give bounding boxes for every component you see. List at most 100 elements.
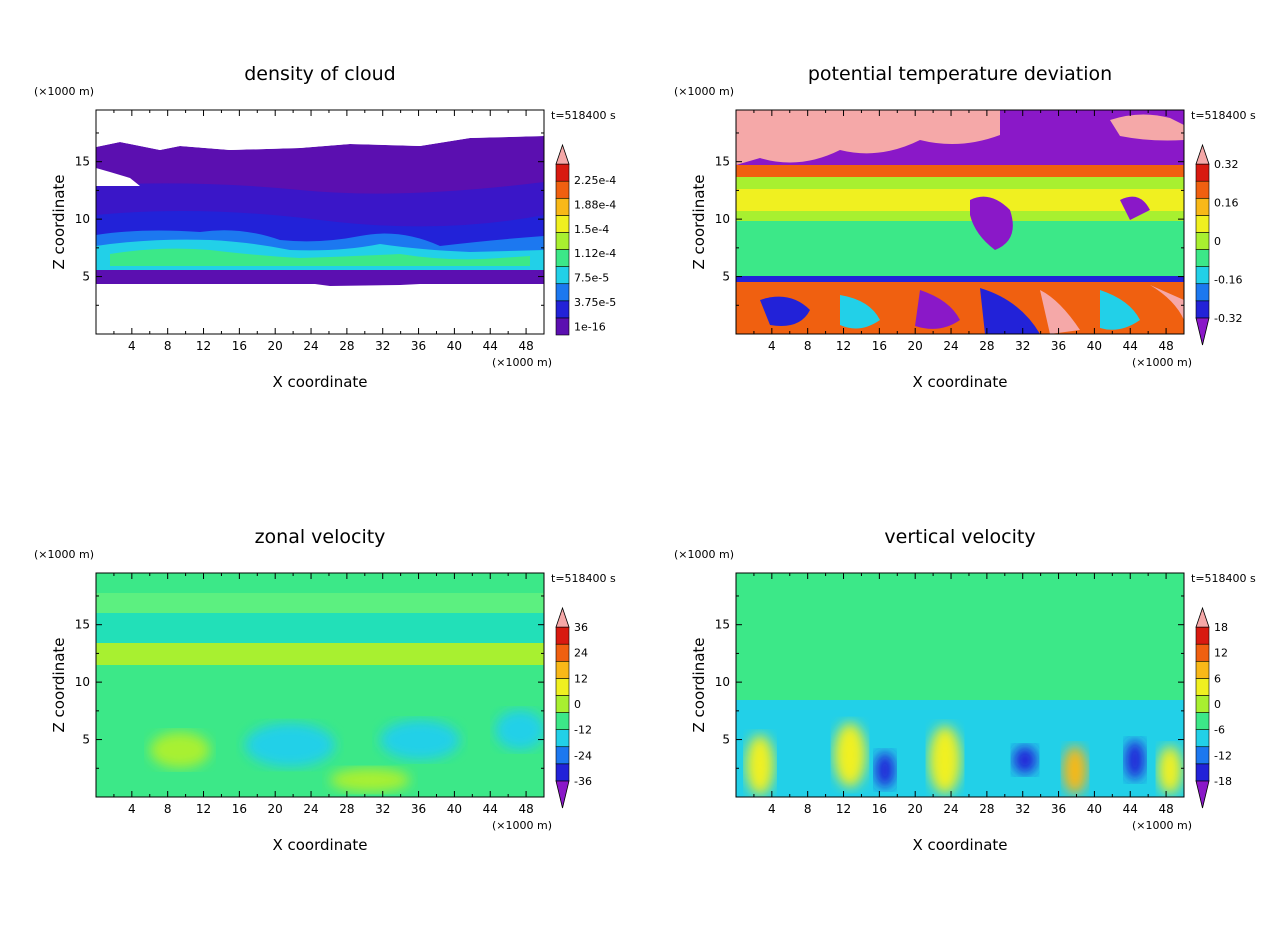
x-tick-label: 44 [483,802,498,816]
colorbar-bottom-arrow [1195,780,1210,809]
x-axis-title: X coordinate [912,836,1007,854]
y-tick-label: 10 [75,212,90,226]
panel-3-axes: vertical velocity (×1000 m) t=518400 s (×10… [674,526,1256,854]
y-unit-label: (×1000 m) [674,85,734,98]
panel-1-axes: potential temperature deviation (×1000 m)… [674,63,1256,391]
y-unit-label: (×1000 m) [34,85,94,98]
colorbar-segment [1195,695,1210,713]
x-tick-label: 44 [1123,339,1138,353]
x-tick-label: 16 [232,339,247,353]
colorbar-label: -36 [574,775,592,788]
colorbar-label: 3.75e-5 [574,296,616,309]
x-unit-label: (×1000 m) [1132,819,1192,832]
colorbar-segment [1195,678,1210,696]
x-tick-label: 40 [1087,339,1102,353]
colorbar-segment [1195,626,1210,645]
x-tick-label: 8 [804,339,812,353]
colorbar-top-arrow [1195,143,1210,165]
colorbar-label: 2.25e-4 [574,174,616,187]
y-axis-title: Z coordinate [690,637,708,732]
x-unit-label: (×1000 m) [492,819,552,832]
y-unit-label: (×1000 m) [34,548,94,561]
colorbar-segment [1195,300,1210,319]
colorbar: 1e-16 3.75e-5 7.5e-5 1.12e-4 1.5e-4 1.88e-4 2.… [555,143,616,336]
time-label: t=518400 s [1191,572,1256,585]
x-tick-label: 12 [196,802,211,816]
x-tick-label: 24 [943,802,958,816]
colorbar-segment [1195,197,1210,216]
y-axis-title: Z coordinate [50,637,68,732]
colorbar-label: 0 [574,698,581,711]
x-tick-label: 12 [836,339,851,353]
colorbar-segment [555,678,570,696]
colorbar-segment [1195,643,1210,662]
x-tick-label: 20 [908,339,923,353]
colorbar-label: 0 [1214,235,1221,248]
y-tick-label: 15 [75,155,90,169]
colorbar-segment [555,729,570,748]
x-tick-label: 24 [303,339,318,353]
colorbar-label: 7.5e-5 [574,272,609,285]
x-tick-label: 20 [268,339,283,353]
field-vertical-velocity [736,573,1184,797]
colorbar: -18 -12 -6 0 6 12 18 [1195,606,1232,809]
x-axis-title: X coordinate [272,373,367,391]
colorbar-segment [1195,266,1210,285]
y-tick-label: 10 [715,212,730,226]
x-unit-label: (×1000 m) [492,356,552,369]
x-tick-label: 32 [1015,802,1030,816]
panel-potential-temperature [736,110,1184,334]
x-tick-label: 44 [483,339,498,353]
colorbar-label: -6 [1214,724,1225,737]
x-tick-label: 20 [908,802,923,816]
x-tick-label: 32 [375,339,390,353]
colorbar-segment [555,249,570,267]
colorbar-label: -24 [574,749,592,762]
colorbar-label: 12 [1214,647,1228,660]
x-tick-label: 36 [411,802,426,816]
colorbar-segment [1195,249,1210,267]
colorbar-segment [1195,283,1210,302]
x-unit-label: (×1000 m) [1132,356,1192,369]
colorbar-label: 1e-16 [574,320,606,333]
y-tick-label: 5 [722,733,730,747]
colorbar-label: 1.12e-4 [574,247,616,260]
y-tick-label: 15 [715,618,730,632]
colorbar-label: -0.32 [1214,312,1242,325]
y-tick-label: 10 [75,675,90,689]
y-tick-label: 10 [715,675,730,689]
colorbar-segment [555,712,570,730]
colorbar-top-arrow [555,143,570,165]
field-zonal-velocity [96,573,544,797]
colorbar-label: 36 [574,621,588,634]
colorbar-bottom-arrow [555,780,570,809]
plot-frame [735,109,1185,335]
x-tick-label: 32 [1015,339,1030,353]
y-tick-label: 15 [75,618,90,632]
x-tick-label: 28 [339,802,354,816]
x-tick-label: 12 [196,339,211,353]
x-tick-label: 4 [128,339,136,353]
x-tick-label: 4 [128,802,136,816]
colorbar-label: 0.32 [1214,158,1239,171]
y-axis-title: Z coordinate [690,174,708,269]
plot-frame [95,109,545,335]
x-tick-label: 32 [375,802,390,816]
colorbar-segment [1195,232,1210,250]
x-tick-label: 28 [339,339,354,353]
colorbar-label: 0.16 [1214,197,1239,210]
colorbar-segment [1195,660,1210,679]
x-tick-label: 48 [1158,339,1173,353]
colorbar-label: 18 [1214,621,1228,634]
x-tick-label: 36 [411,339,426,353]
colorbar-label: -12 [1214,749,1232,762]
colorbar-segment [1195,763,1210,782]
field-potential-temperature [736,110,1184,334]
colorbar-segment [1195,746,1210,765]
x-tick-label: 28 [979,339,994,353]
plot-frame [95,572,545,798]
colorbar-segment [555,300,570,319]
colorbar-segment [555,283,570,302]
x-tick-label: 8 [804,802,812,816]
